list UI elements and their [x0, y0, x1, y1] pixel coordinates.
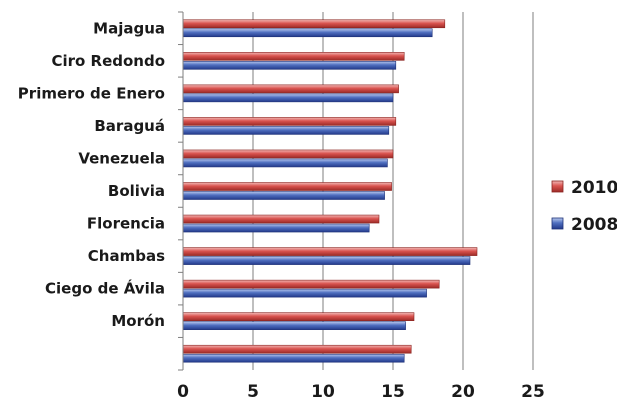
bars	[182, 19, 478, 363]
bar-2010	[182, 247, 478, 256]
category-label: Bolivia	[108, 182, 165, 200]
x-tick-label: 0	[177, 382, 189, 402]
tick-labels: 0 5 10 15 20 25	[177, 382, 545, 402]
category-label: Majagua	[93, 19, 165, 37]
x-tick-label: 15	[381, 382, 405, 402]
category-label: Venezuela	[78, 149, 165, 167]
category-label: Chambas	[88, 247, 165, 265]
bar-2010	[182, 182, 392, 191]
bar-2008	[182, 353, 405, 363]
bar-2010	[182, 312, 415, 321]
bar-2008	[182, 126, 390, 135]
category-label: Morón	[111, 312, 165, 330]
bar-2008	[182, 61, 397, 70]
bar-2010	[182, 52, 405, 61]
axis	[178, 11, 184, 371]
bar-2008	[182, 223, 370, 233]
category-labels: Majagua Ciro Redondo Primero de Enero Barag…	[18, 19, 165, 330]
bar-2010	[182, 214, 380, 224]
bar-2010	[182, 149, 394, 159]
bar-2010	[182, 84, 399, 94]
legend-swatch-2008	[551, 217, 564, 230]
category-label: Ciro Redondo	[51, 52, 165, 70]
gridlines	[252, 12, 534, 370]
bar-2010	[182, 344, 412, 354]
category-label: Baraguá	[94, 117, 165, 135]
category-label: Ciego de Ávila	[45, 279, 165, 298]
x-tick-label: 20	[451, 382, 475, 402]
x-tick-label: 5	[247, 382, 259, 402]
bar-2010	[182, 117, 397, 126]
bar-2008	[182, 288, 427, 298]
bar-2008	[182, 191, 385, 200]
category-label: Primero de Enero	[18, 84, 165, 102]
legend-label-2010: 2010	[571, 178, 617, 198]
bar-2010	[182, 19, 446, 29]
bar-2010	[182, 279, 440, 289]
bar-2008	[182, 158, 388, 168]
bar-2008	[182, 28, 433, 38]
bar-2008	[182, 321, 406, 330]
legend: 2010 2008	[551, 178, 617, 235]
x-tick-label: 10	[311, 382, 335, 402]
x-tick-label: 25	[521, 382, 545, 402]
bar-2008	[182, 93, 394, 103]
legend-label-2008: 2008	[571, 215, 617, 235]
bar-2008	[182, 256, 471, 265]
category-label: Florencia	[87, 215, 165, 233]
legend-swatch-2010	[551, 180, 564, 193]
